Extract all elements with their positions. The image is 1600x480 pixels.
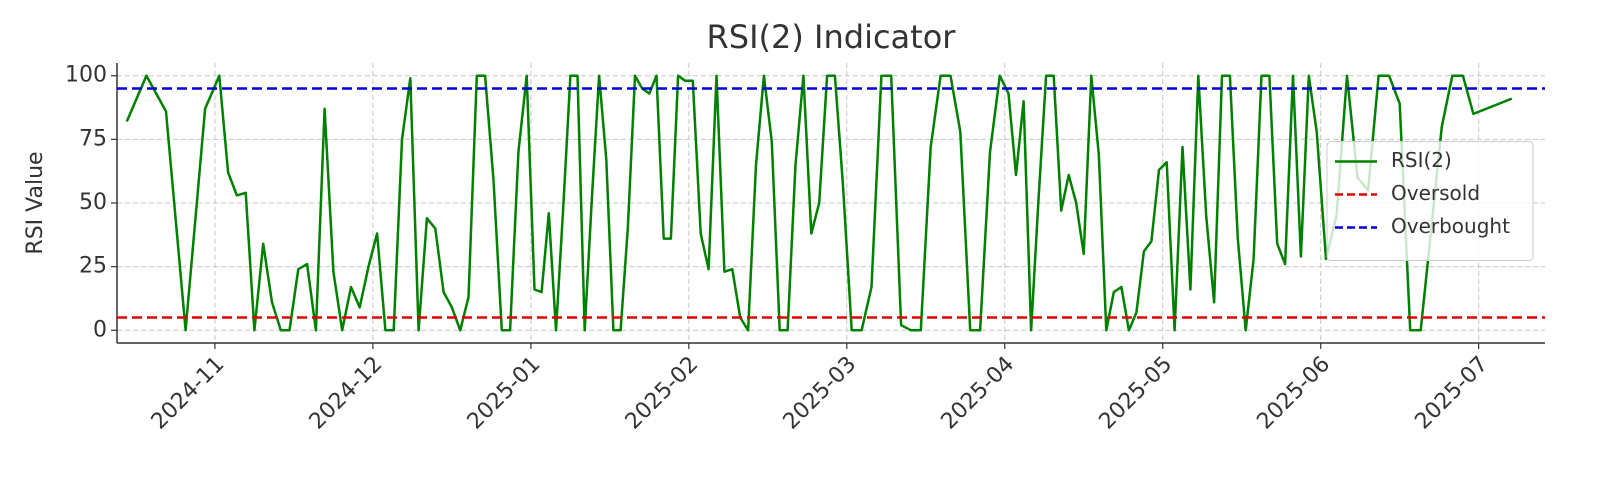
legend-label: RSI(2) <box>1391 148 1452 172</box>
x-tick-label: 2024-11 <box>147 352 230 435</box>
y-tick-label: 0 <box>93 317 107 342</box>
x-tick-label: 2025-02 <box>621 352 704 435</box>
y-tick-label: 75 <box>79 126 107 151</box>
y-tick-label: 50 <box>79 190 107 215</box>
rsi-line <box>125 74 1513 332</box>
x-tick-label: 2025-07 <box>1410 352 1493 435</box>
chart-title: RSI(2) Indicator <box>707 18 957 56</box>
y-tick-label: 100 <box>65 63 107 88</box>
x-tick-label: 2025-01 <box>463 352 546 435</box>
x-tick-label: 2025-05 <box>1095 352 1178 435</box>
x-tick-label: 2025-06 <box>1252 352 1335 435</box>
y-axis-label: RSI Value <box>23 151 48 254</box>
y-tick-label: 25 <box>79 254 107 279</box>
x-tick-label: 2025-03 <box>779 352 862 435</box>
x-tick-label: 2025-04 <box>937 352 1020 435</box>
legend-label: Oversold <box>1391 181 1480 205</box>
x-tick-label: 2024-12 <box>305 352 388 435</box>
legend-box <box>1326 141 1534 261</box>
legend-label: Overbought <box>1391 214 1510 238</box>
